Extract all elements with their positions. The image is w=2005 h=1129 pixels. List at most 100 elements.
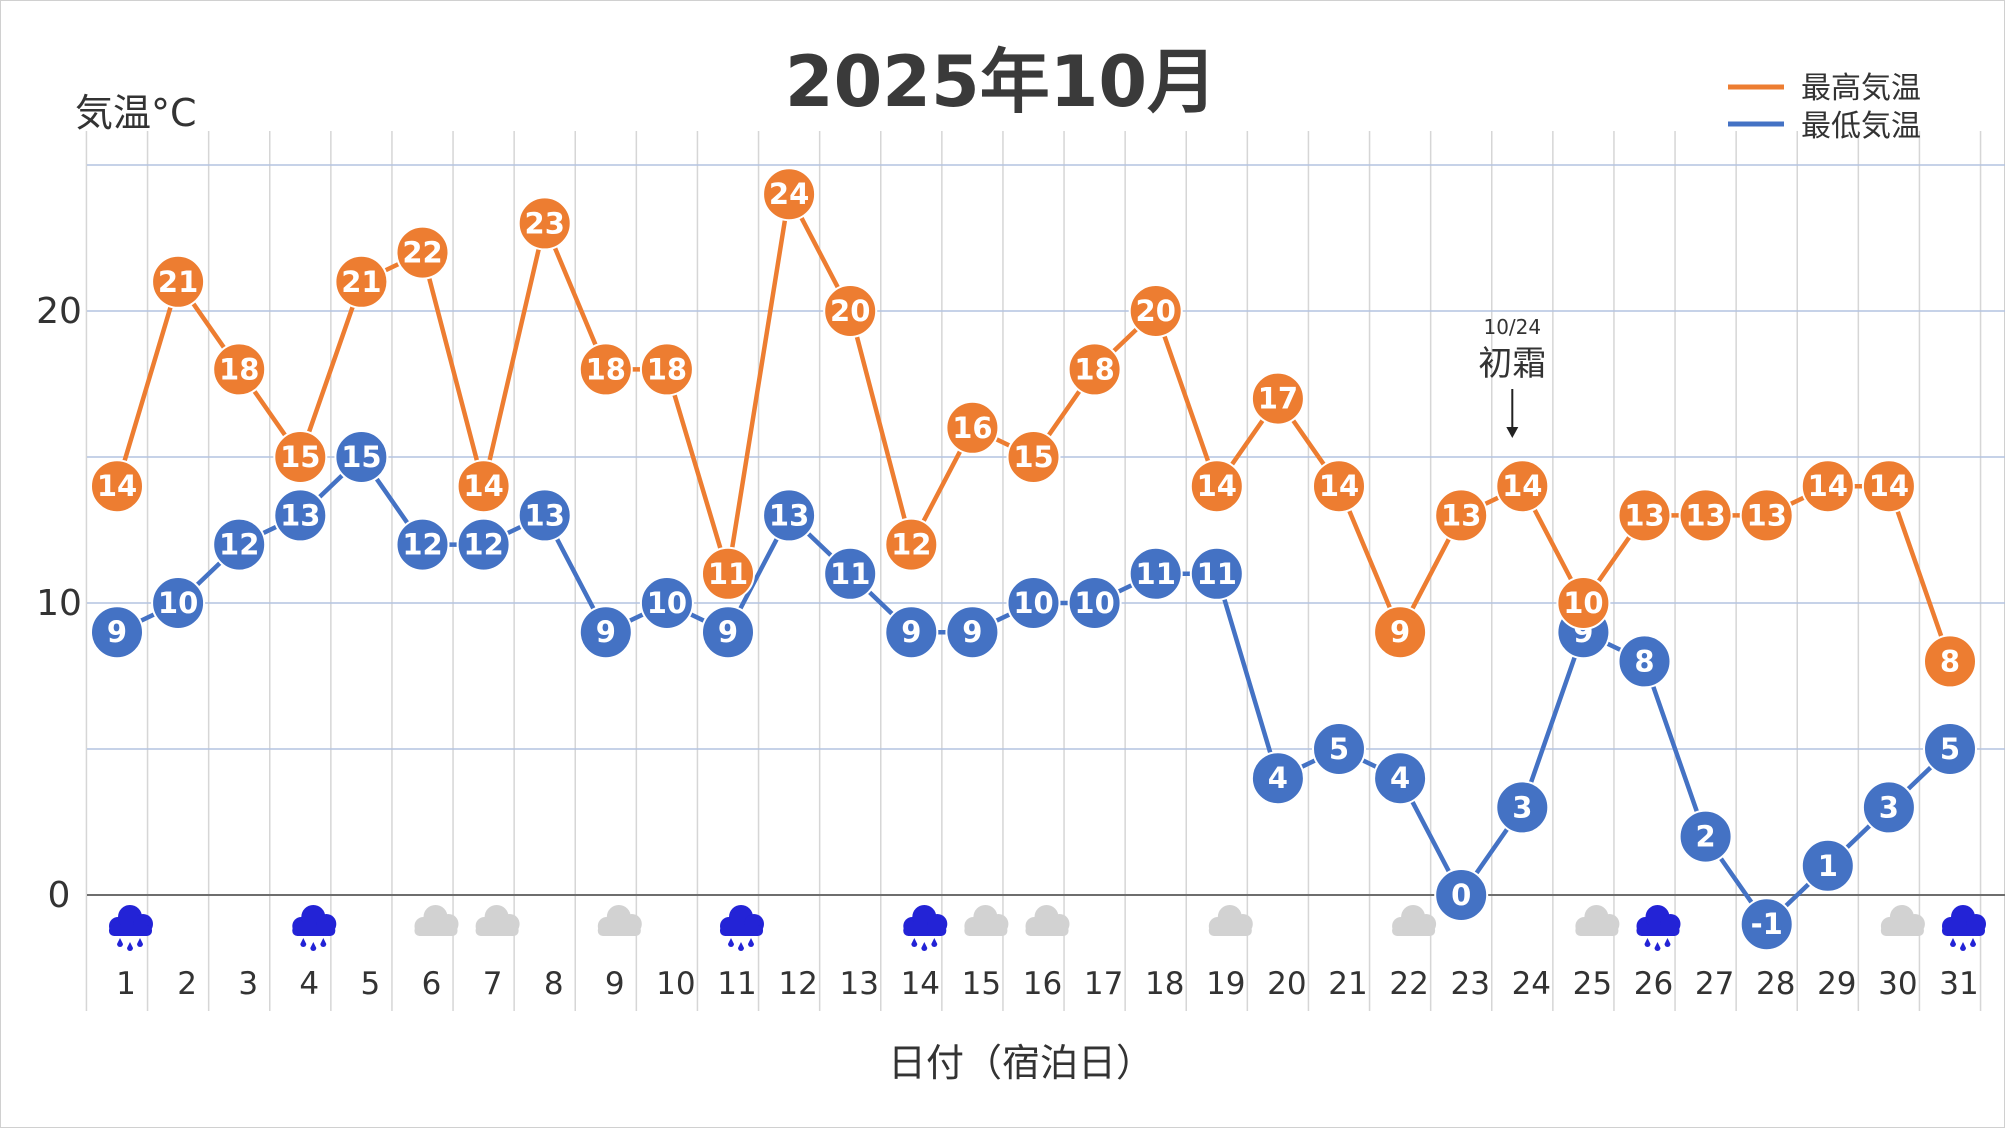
data-point-1	[1373, 751, 1428, 806]
data-label-0: 18	[1074, 352, 1114, 386]
data-label-1: 12	[219, 528, 259, 562]
data-point-0	[1312, 459, 1366, 514]
data-point-1	[90, 605, 144, 660]
data-point-0	[1678, 488, 1733, 543]
data-point-0	[1128, 284, 1183, 338]
cloud-icon	[1392, 905, 1437, 936]
data-label-0: 11	[708, 557, 748, 591]
data-point-1	[1617, 634, 1672, 689]
data-label-1: 13	[525, 498, 565, 532]
data-point-1	[1006, 576, 1061, 630]
x-tick-label: 17	[1084, 966, 1123, 1002]
data-label-0: 14	[1197, 469, 1237, 503]
data-point-1	[1495, 780, 1550, 835]
data-point-1	[1923, 722, 1977, 776]
data-label-0: 16	[952, 411, 992, 445]
rain-icon	[720, 905, 764, 951]
x-tick-label: 19	[1206, 966, 1245, 1002]
data-point-1	[1861, 780, 1916, 835]
data-point-1	[212, 517, 267, 572]
cloud-icon	[1575, 905, 1620, 936]
x-tick-label: 21	[1328, 966, 1367, 1002]
data-label-0: 20	[1136, 294, 1176, 328]
rain-icon	[292, 905, 337, 951]
data-point-1	[1067, 576, 1122, 630]
y-axis-title: 気温°C	[75, 91, 197, 135]
legend: 最高気温 最低気温	[1728, 71, 1921, 144]
rain-icon	[1636, 905, 1681, 951]
first-frost-annotation: 10/24 初霜	[1478, 315, 1546, 438]
data-label-0: 12	[891, 528, 931, 562]
data-label-0: 13	[1685, 498, 1725, 532]
data-point-1	[1739, 897, 1794, 952]
data-label-1: 5	[1329, 732, 1349, 766]
data-label-0: 15	[1013, 440, 1053, 474]
data-label-1: 11	[1136, 557, 1176, 591]
data-point-1	[701, 605, 755, 660]
data-point-1	[1250, 751, 1305, 806]
data-point-0	[1250, 371, 1305, 426]
data-label-1: 9	[901, 615, 921, 649]
data-label-1: 13	[280, 498, 320, 532]
data-point-1	[1128, 546, 1183, 601]
data-point-1	[945, 605, 1000, 660]
x-tick-label: 9	[605, 966, 625, 1002]
data-point-0	[1067, 342, 1122, 397]
data-label-0: 18	[647, 352, 687, 386]
data-point-0	[395, 225, 450, 280]
data-label-1: 11	[1197, 557, 1237, 591]
data-point-1	[517, 488, 572, 543]
x-tick-label: 4	[299, 966, 319, 1002]
data-point-1	[1312, 722, 1366, 776]
legend-label-max: 最高気温	[1801, 71, 1921, 106]
x-tick-label: 18	[1145, 966, 1184, 1002]
data-label-0: 10	[1563, 586, 1603, 620]
data-point-0	[762, 167, 817, 222]
x-tick-label: 26	[1634, 966, 1673, 1002]
data-label-1: 0	[1451, 878, 1471, 912]
data-point-1	[151, 576, 206, 630]
x-tick-label: 15	[962, 966, 1001, 1002]
data-label-0: 14	[1869, 469, 1909, 503]
data-point-1	[639, 576, 694, 630]
weather-icons	[109, 905, 1986, 951]
data-point-0	[1189, 459, 1244, 514]
data-point-1	[1678, 809, 1733, 864]
x-tick-label: 22	[1389, 966, 1428, 1002]
data-label-1: 15	[341, 440, 381, 474]
data-label-0: 14	[97, 469, 137, 503]
data-point-1	[823, 546, 878, 601]
data-label-0: 13	[1441, 498, 1481, 532]
data-label-0: 14	[1319, 469, 1359, 503]
data-point-0	[1373, 605, 1428, 660]
data-point-0	[1923, 634, 1977, 689]
x-tick-label: 13	[839, 966, 878, 1002]
x-tick-label: 29	[1817, 966, 1856, 1002]
x-tick-label: 5	[361, 966, 381, 1002]
x-tick-label: 1	[116, 966, 136, 1002]
data-point-0	[212, 342, 267, 397]
cloud-icon	[414, 905, 459, 936]
data-point-0	[1739, 488, 1794, 543]
x-tick-label: 7	[483, 966, 503, 1002]
cloud-icon	[1025, 905, 1070, 936]
data-point-0	[1495, 459, 1550, 514]
annotation-arrowhead	[1506, 427, 1519, 438]
data-point-0	[823, 284, 878, 338]
data-label-1: 1	[1818, 849, 1838, 883]
data-label-0: 15	[280, 440, 320, 474]
data-point-0	[1800, 459, 1855, 514]
x-tick-label: 2	[177, 966, 197, 1002]
data-point-1	[395, 517, 450, 572]
data-point-0	[701, 546, 755, 601]
data-point-1	[578, 605, 633, 660]
data-label-0: 8	[1940, 644, 1960, 678]
data-label-1: 9	[596, 615, 616, 649]
data-point-0	[945, 400, 1000, 455]
x-tick-label: 31	[1939, 966, 1978, 1002]
x-tick-label: 14	[901, 966, 940, 1002]
data-point-1	[762, 488, 817, 543]
data-label-1: 13	[769, 498, 809, 532]
